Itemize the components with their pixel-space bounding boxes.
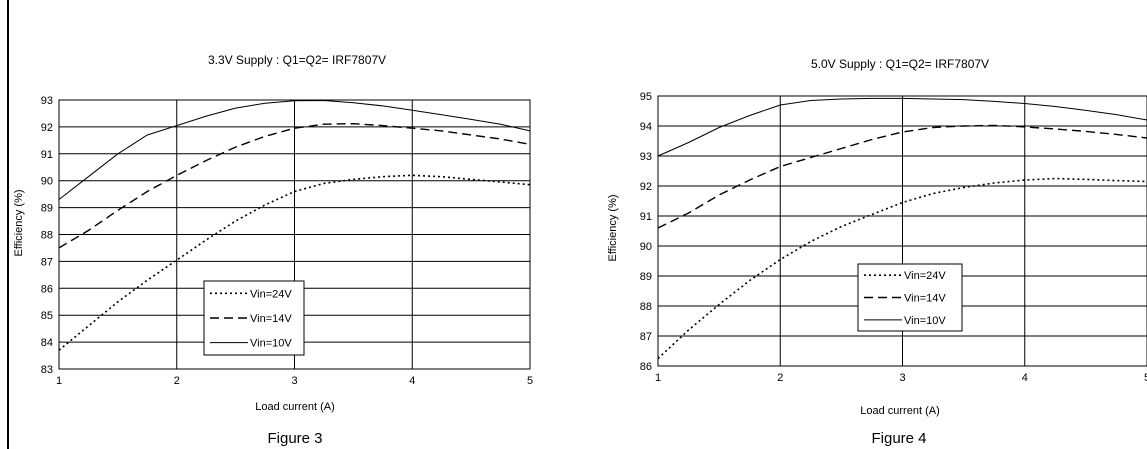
plot-frame bbox=[58, 99, 531, 370]
y-tick-label: 89 bbox=[41, 203, 53, 215]
legend-label: Vin=10V bbox=[904, 315, 946, 327]
x-tick-label: 2 bbox=[174, 375, 180, 387]
chart-title: 5.0V Supply : Q1=Q2= IRF7807V bbox=[811, 57, 989, 71]
y-tick-label: 89 bbox=[640, 271, 652, 283]
y-tick-label: 86 bbox=[640, 361, 652, 373]
y-tick-label: 95 bbox=[640, 91, 652, 103]
x-tick-label: 2 bbox=[777, 372, 783, 384]
legend: Vin=24V Vin=14V Vin=10V bbox=[203, 280, 305, 356]
y-tick-label: 88 bbox=[41, 230, 53, 242]
y-tick-label: 85 bbox=[41, 310, 53, 322]
series-line-vin-14v bbox=[657, 124, 1147, 229]
y-tick-label: 84 bbox=[41, 337, 53, 349]
legend-label: Vin=14V bbox=[904, 293, 946, 305]
plot-frame bbox=[657, 95, 1147, 367]
y-tick-label: 90 bbox=[640, 241, 652, 253]
y-tick-label: 87 bbox=[41, 256, 53, 268]
y-axis-label: Efficiency (%) bbox=[607, 194, 619, 261]
plot-area: 8687888990919293949512345Vin=24VVin=14VV… bbox=[640, 91, 1147, 384]
y-tick-label: 94 bbox=[640, 121, 652, 133]
y-tick-label: 83 bbox=[41, 364, 53, 376]
legend-label: Vin=14V bbox=[250, 313, 292, 325]
y-tick-label: 87 bbox=[640, 331, 652, 343]
y-tick-label: 93 bbox=[41, 95, 53, 107]
page-left-rule bbox=[7, 0, 9, 449]
series-line-vin-24v bbox=[58, 174, 531, 351]
legend: Vin=24V Vin=14V Vin=10V bbox=[857, 263, 963, 332]
figure-caption: Figure 3 bbox=[267, 430, 322, 447]
x-axis-label: Load current (A) bbox=[255, 401, 334, 413]
legend-label: Vin=10V bbox=[250, 338, 292, 350]
y-axis-label: Efficiency (%) bbox=[13, 189, 25, 256]
series-line-vin-10v bbox=[657, 97, 1147, 157]
y-tick-label: 92 bbox=[41, 122, 53, 134]
series-line-vin-14v bbox=[58, 122, 531, 249]
x-tick-label: 4 bbox=[1022, 372, 1028, 384]
y-tick-label: 93 bbox=[640, 151, 652, 163]
x-tick-label: 1 bbox=[56, 375, 62, 387]
y-tick-label: 86 bbox=[41, 283, 53, 295]
x-axis-label: Load current (A) bbox=[860, 405, 939, 417]
figure-caption: Figure 4 bbox=[871, 430, 926, 447]
y-tick-label: 88 bbox=[640, 301, 652, 313]
y-tick-label: 90 bbox=[41, 176, 53, 188]
x-tick-label: 5 bbox=[527, 375, 533, 387]
legend-label: Vin=24V bbox=[904, 270, 946, 282]
y-tick-label: 92 bbox=[640, 181, 652, 193]
x-tick-label: 4 bbox=[409, 375, 415, 387]
series-line-vin-10v bbox=[58, 99, 531, 200]
x-tick-label: 5 bbox=[1144, 372, 1147, 384]
chart-title: 3.3V Supply : Q1=Q2= IRF7807V bbox=[208, 53, 386, 67]
plot-area: 83 84 85 86 87 88 89 90 91 92 93 1 2 3 4 5 Vin=24V Vin=14… bbox=[41, 95, 533, 387]
legend-label: Vin=24V bbox=[250, 288, 292, 300]
y-tick-label: 91 bbox=[41, 149, 53, 161]
y-tick-label: 91 bbox=[640, 211, 652, 223]
chart-figure-3: 3.3V Supply : Q1=Q2= IRF7807V 83 84 85 86 87… bbox=[13, 53, 533, 447]
x-tick-label: 3 bbox=[899, 372, 905, 384]
x-tick-label: 3 bbox=[291, 375, 297, 387]
x-tick-label: 1 bbox=[655, 372, 661, 384]
